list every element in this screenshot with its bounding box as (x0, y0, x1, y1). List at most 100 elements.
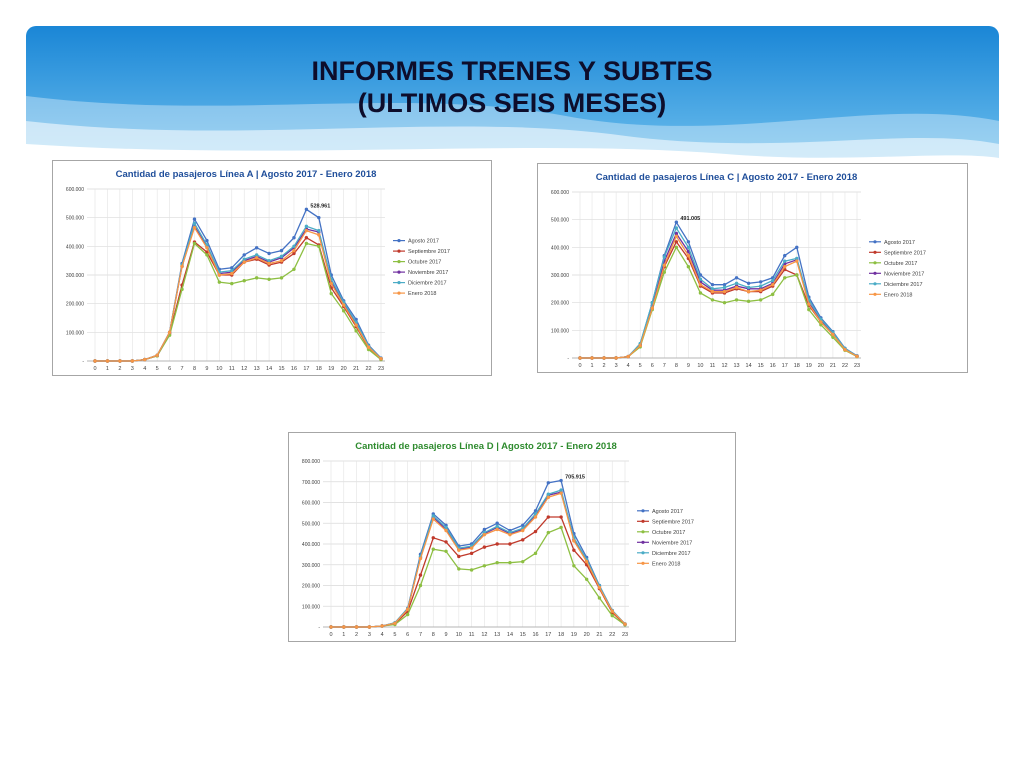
data-point (698, 291, 703, 295)
data-point (379, 357, 383, 361)
legend-entry: Diciembre 2017 (884, 282, 923, 288)
data-point (242, 253, 246, 257)
data-point (597, 596, 602, 600)
data-point (843, 348, 847, 352)
data-point (495, 560, 499, 565)
data-point (317, 215, 321, 220)
chart-linea-a-svg: Cantidad de pasajeros Línea A | Agosto 2… (66, 169, 450, 372)
y-tick-label: 400.000 (66, 244, 84, 250)
data-point (482, 527, 487, 532)
data-point (674, 231, 679, 236)
data-point (758, 298, 763, 302)
y-tick-label: 700.000 (302, 480, 320, 486)
series-line (95, 226, 382, 362)
x-tick-label: 11 (469, 632, 475, 638)
data-point (230, 281, 234, 286)
legend-marker (641, 551, 645, 555)
data-point (304, 241, 309, 246)
y-tick-label: 200.000 (302, 584, 320, 590)
legend-marker (873, 292, 877, 296)
x-tick-label: 0 (93, 366, 96, 372)
data-point (795, 273, 799, 277)
data-point (674, 220, 679, 224)
x-tick-label: 6 (651, 363, 654, 369)
data-point (722, 282, 727, 287)
data-point (230, 271, 234, 276)
y-tick-label: 300.000 (66, 273, 84, 279)
data-point (405, 612, 410, 617)
data-point (546, 530, 551, 535)
data-point (482, 545, 487, 549)
x-tick-label: 4 (143, 366, 146, 372)
data-point (783, 253, 787, 258)
data-point (686, 265, 691, 269)
x-tick-label: 19 (571, 632, 577, 638)
data-point (590, 356, 594, 360)
data-point (341, 303, 346, 307)
x-tick-label: 9 (445, 632, 448, 638)
data-point (819, 320, 823, 324)
y-tick-label: 100.000 (66, 330, 84, 336)
x-tick-label: 7 (419, 632, 422, 638)
data-point (746, 285, 751, 290)
data-point (546, 481, 551, 485)
data-point (597, 585, 602, 590)
data-point (230, 269, 234, 273)
data-point (770, 282, 775, 287)
data-point (254, 256, 259, 260)
x-tick-label: 19 (806, 363, 812, 369)
series-line (95, 236, 382, 362)
legend-entry: Noviembre 2017 (408, 270, 448, 276)
legend-marker (397, 260, 401, 264)
chart-linea-c: Cantidad de pasajeros Línea C | Agosto 2… (537, 163, 968, 373)
y-tick-label: 200.000 (551, 301, 569, 307)
data-point (746, 289, 751, 294)
chart-linea-d-svg: Cantidad de pasajeros Línea D | Agosto 2… (302, 441, 694, 638)
data-point (469, 546, 474, 550)
data-point (495, 521, 499, 525)
legend-entry: Agosto 2017 (408, 239, 439, 245)
x-tick-label: 23 (622, 632, 628, 638)
x-tick-label: 21 (596, 632, 602, 638)
data-point (267, 277, 271, 281)
data-point (418, 556, 423, 561)
x-tick-label: 22 (609, 632, 615, 638)
data-point (578, 356, 582, 360)
data-point (495, 524, 499, 529)
x-tick-label: 19 (328, 366, 334, 372)
data-point (508, 560, 512, 565)
y-tick-label: 300.000 (551, 273, 569, 279)
data-point (758, 288, 763, 292)
legend-marker (873, 240, 877, 244)
data-point (508, 542, 512, 546)
data-point (572, 564, 576, 568)
x-tick-label: 2 (118, 366, 121, 372)
data-point (431, 514, 435, 518)
data-point (770, 292, 775, 297)
data-point (366, 345, 371, 349)
x-tick-label: 20 (818, 363, 824, 369)
data-point (584, 559, 589, 564)
data-point (559, 478, 563, 483)
chart-linea-d: Cantidad de pasajeros Línea D | Agosto 2… (288, 432, 736, 642)
data-point (610, 613, 614, 618)
data-point (329, 625, 333, 629)
x-tick-label: 9 (205, 366, 208, 372)
data-point (469, 551, 474, 556)
data-point (662, 263, 667, 268)
data-point (431, 517, 435, 521)
legend-entry: Agosto 2017 (884, 240, 915, 246)
data-point (217, 280, 222, 284)
legend-marker (641, 540, 645, 544)
legend-marker (873, 261, 877, 265)
data-point (292, 251, 296, 256)
data-point (855, 354, 859, 359)
x-tick-label: 6 (168, 366, 171, 372)
data-point (469, 568, 474, 572)
chart-title: Cantidad de pasajeros Línea A | Agosto 2… (116, 169, 377, 180)
chart-title: Cantidad de pasajeros Línea C | Agosto 2… (596, 172, 858, 183)
x-tick-label: 5 (156, 366, 159, 372)
x-tick-label: 2 (355, 632, 358, 638)
slide-title-line-1: INFORMES TRENES Y SUBTES (311, 56, 713, 86)
legend-entry: Noviembre 2017 (652, 540, 692, 546)
